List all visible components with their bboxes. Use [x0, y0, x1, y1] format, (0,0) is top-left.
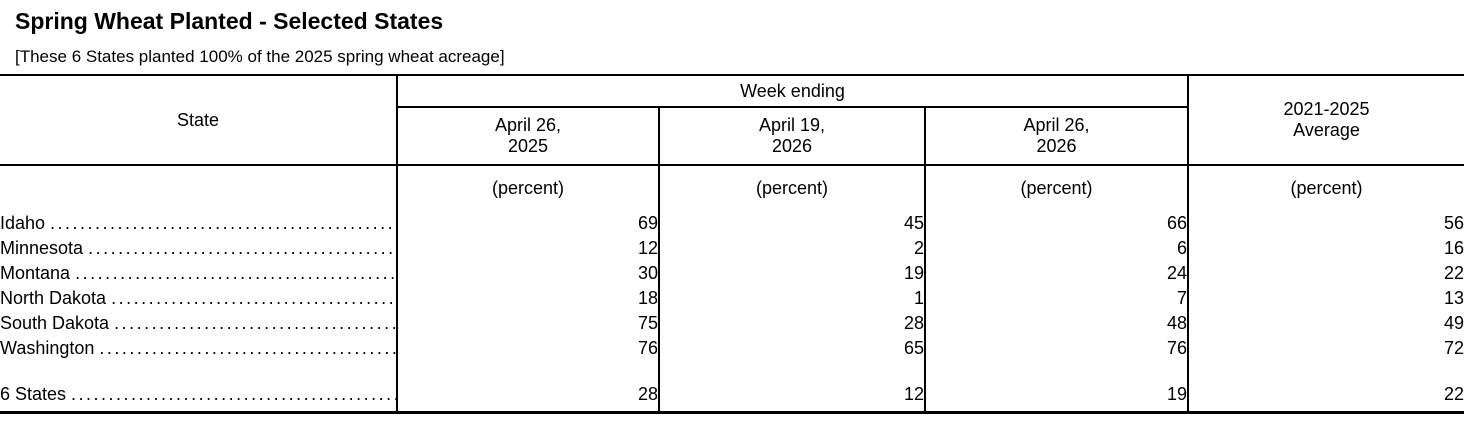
value-cell: 12	[396, 236, 659, 261]
value-cell: 12	[658, 378, 925, 413]
state-label: North Dakota	[0, 288, 107, 308]
header-row-top: State Week ending 2021-2025 Average	[0, 75, 1464, 165]
units-row: (percent) (percent) (percent) (percent)	[0, 164, 1464, 211]
value-cell: 19	[658, 261, 925, 286]
state-label: Minnesota	[0, 238, 84, 258]
page-title: Spring Wheat Planted - Selected States	[15, 8, 444, 34]
value-cell: 30	[396, 261, 659, 286]
state-cell: Washington .............................…	[0, 336, 397, 361]
table-row: Idaho ..................................…	[0, 211, 1464, 236]
value-cell: 28	[396, 378, 659, 413]
value-cell: 28	[658, 311, 925, 336]
column-header-average: 2021-2025 Average	[1187, 75, 1464, 165]
value-cell: 69	[396, 211, 659, 236]
value-cell: 16	[1187, 236, 1464, 261]
value-cell: 2	[658, 236, 925, 261]
total-label: 6 States	[0, 384, 67, 404]
state-cell: 6 States ...............................…	[0, 378, 397, 413]
value-cell: 19	[923, 378, 1189, 413]
value-cell: 66	[923, 211, 1189, 236]
state-cell: Minnesota ..............................…	[0, 236, 397, 261]
leader-dots: ........................................…	[50, 213, 396, 233]
value-cell: 22	[1187, 261, 1464, 286]
state-cell: Montana ................................…	[0, 261, 397, 286]
units-label: (percent)	[396, 164, 659, 211]
value-cell: 65	[658, 336, 925, 361]
value-cell: 56	[1187, 211, 1464, 236]
value-cell: 75	[396, 311, 659, 336]
table-row: South Dakota ...........................…	[0, 311, 1464, 336]
value-cell: 24	[923, 261, 1189, 286]
leader-dots: ........................................…	[99, 338, 396, 358]
header-row-dates: April 26, 2025 April 19, 2026 April 26, …	[0, 107, 1464, 165]
column-header-week-ending: Week ending	[395, 75, 1189, 108]
value-cell: 7	[923, 286, 1189, 311]
column-header-state: State	[176, 109, 220, 130]
state-cell: North Dakota ...........................…	[0, 286, 397, 311]
column-header-date-2: April 26, 2026	[923, 107, 1189, 165]
value-cell: 76	[396, 336, 659, 361]
leader-dots: ........................................…	[88, 238, 396, 258]
value-cell: 45	[658, 211, 925, 236]
value-cell: 22	[1187, 378, 1464, 413]
units-label: (percent)	[923, 164, 1189, 211]
table-row: North Dakota ...........................…	[0, 286, 1464, 311]
value-cell: 72	[1187, 336, 1464, 361]
state-label: Montana	[0, 263, 71, 283]
table-row: Washington .............................…	[0, 336, 1464, 361]
state-label: Idaho	[0, 213, 46, 233]
column-header-date-1: April 19, 2026	[658, 107, 925, 165]
table-row: Minnesota ..............................…	[0, 236, 1464, 261]
state-cell: South Dakota ...........................…	[0, 311, 397, 336]
leader-dots: ........................................…	[75, 263, 396, 283]
leader-dots: ........................................…	[71, 384, 396, 404]
crop-progress-table: State Week ending 2021-2025 Average Apri…	[0, 74, 1464, 414]
value-cell: 76	[923, 336, 1189, 361]
value-cell: 6	[923, 236, 1189, 261]
units-label: (percent)	[1187, 164, 1464, 211]
state-cell: Idaho ..................................…	[0, 211, 397, 236]
state-label: Washington	[0, 338, 95, 358]
units-label: (percent)	[658, 164, 925, 211]
units-empty-cell	[0, 164, 397, 211]
total-row: 6 States ...............................…	[0, 378, 1464, 413]
leader-dots: ........................................…	[114, 313, 396, 333]
column-header-date-0: April 26, 2025	[396, 107, 659, 165]
value-cell: 1	[658, 286, 925, 311]
value-cell: 13	[1187, 286, 1464, 311]
page-subtitle: [These 6 States planted 100% of the 2025…	[15, 47, 505, 66]
value-cell: 18	[396, 286, 659, 311]
value-cell: 48	[923, 311, 1189, 336]
spacer-row	[0, 361, 1464, 378]
leader-dots: ........................................…	[111, 288, 396, 308]
state-label: South Dakota	[0, 313, 110, 333]
table-row: Montana ................................…	[0, 261, 1464, 286]
value-cell: 49	[1187, 311, 1464, 336]
